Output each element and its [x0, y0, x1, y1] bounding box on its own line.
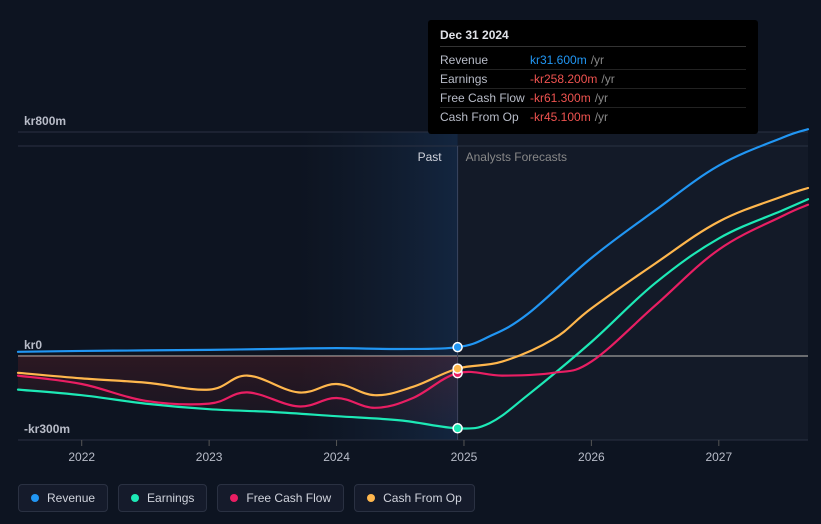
- tooltip-row-label: Free Cash Flow: [440, 91, 530, 105]
- legend-label: Revenue: [47, 491, 95, 505]
- legend-item-earnings[interactable]: Earnings: [118, 484, 207, 512]
- tooltip-row-unit: /yr: [601, 72, 614, 86]
- x-tick-label: 2026: [578, 450, 605, 464]
- cfo-marker: [453, 364, 462, 373]
- tooltip-row-value: kr31.600m: [530, 53, 587, 67]
- x-tick-label: 2022: [68, 450, 95, 464]
- tooltip-date: Dec 31 2024: [440, 28, 746, 47]
- legend-item-revenue[interactable]: Revenue: [18, 484, 108, 512]
- revenue-marker: [453, 343, 462, 352]
- legend-swatch: [367, 494, 375, 502]
- x-tick-label: 2023: [196, 450, 223, 464]
- legend-label: Cash From Op: [383, 491, 462, 505]
- tooltip-row-value: -kr45.100m: [530, 110, 591, 124]
- legend-swatch: [131, 494, 139, 502]
- tooltip-row-label: Cash From Op: [440, 110, 530, 124]
- tooltip-row: Cash From Op-kr45.100m/yr: [440, 108, 746, 126]
- chart-tooltip: Dec 31 2024 Revenuekr31.600m/yrEarnings-…: [428, 20, 758, 134]
- tooltip-row-unit: /yr: [595, 91, 608, 105]
- legend-item-cfo[interactable]: Cash From Op: [354, 484, 475, 512]
- tooltip-row-value: -kr258.200m: [530, 72, 597, 86]
- legend-swatch: [31, 494, 39, 502]
- tooltip-row: Free Cash Flow-kr61.300m/yr: [440, 89, 746, 108]
- x-tick-label: 2027: [705, 450, 732, 464]
- legend-label: Earnings: [147, 491, 194, 505]
- tooltip-row-unit: /yr: [591, 53, 604, 67]
- tooltip-row-label: Earnings: [440, 72, 530, 86]
- legend-item-fcf[interactable]: Free Cash Flow: [217, 484, 344, 512]
- chart-legend: Revenue Earnings Free Cash Flow Cash From O…: [18, 484, 475, 512]
- y-tick-label: -kr300m: [24, 422, 70, 436]
- tooltip-row-label: Revenue: [440, 53, 530, 67]
- x-tick-label: 2024: [323, 450, 350, 464]
- x-tick-label: 2025: [451, 450, 478, 464]
- legend-swatch: [230, 494, 238, 502]
- forecast-region-label: Analysts Forecasts: [466, 150, 567, 164]
- y-tick-label: kr800m: [24, 114, 66, 128]
- earnings-marker: [453, 424, 462, 433]
- tooltip-row: Earnings-kr258.200m/yr: [440, 70, 746, 89]
- tooltip-row: Revenuekr31.600m/yr: [440, 51, 746, 70]
- tooltip-row-value: -kr61.300m: [530, 91, 591, 105]
- tooltip-row-unit: /yr: [595, 110, 608, 124]
- y-tick-label: kr0: [24, 338, 42, 352]
- financials-chart: kr800m kr0 -kr300m 2022 2023 2024 2025 2026 202…: [0, 0, 821, 524]
- past-region-label: Past: [418, 150, 442, 164]
- legend-label: Free Cash Flow: [246, 491, 331, 505]
